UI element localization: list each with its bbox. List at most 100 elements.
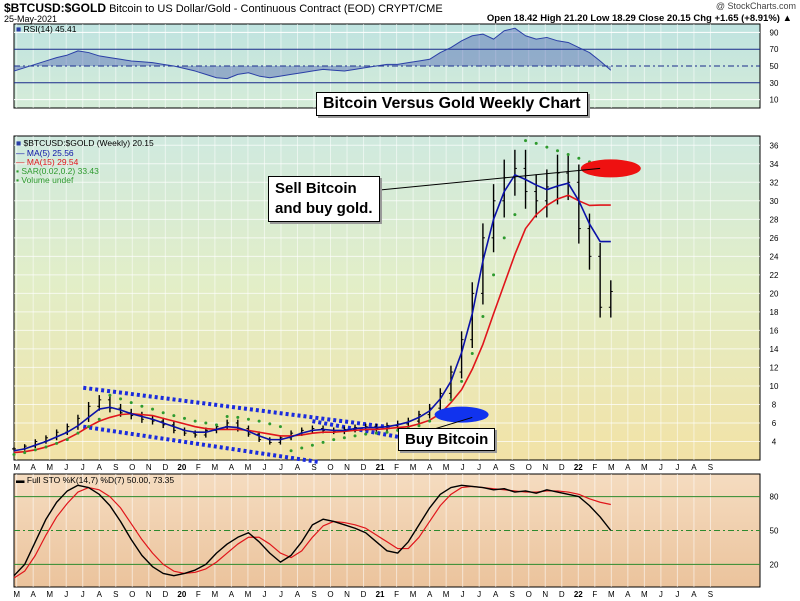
sto-x-tick-label: J [81, 590, 85, 599]
sto-x-tick-label: D [361, 590, 367, 599]
sell-marker [580, 159, 641, 178]
sar-point [214, 423, 218, 427]
annotation-sell: Sell Bitcoin and buy gold. [268, 176, 380, 222]
sar-point [470, 352, 474, 356]
price-x-tick-label: D [559, 463, 565, 472]
price-x-tick-label: N [146, 463, 152, 472]
volume-legend-text: Volume undef [21, 175, 74, 185]
price-y-tick-label: 24 [770, 252, 779, 261]
sto-x-tick-label: O [129, 590, 135, 599]
sto-x-tick-label: A [625, 590, 631, 599]
sto-x-tick-label: J [675, 590, 679, 599]
annotation-title: Bitcoin Versus Gold Weekly Chart [316, 92, 588, 116]
price-x-tick-label: N [542, 463, 548, 472]
sar-point [353, 434, 357, 438]
sar-point [76, 431, 80, 435]
rsi-y-tick-label: 50 [770, 62, 779, 71]
sar-point [97, 417, 101, 421]
rsi-y-tick-label: 10 [770, 96, 779, 105]
stockcharts-watermark: @ StockCharts.com [715, 1, 796, 11]
sar-point [428, 419, 432, 423]
price-x-tick-label: M [641, 463, 648, 472]
sar-point [246, 417, 250, 421]
sar-point [193, 419, 197, 423]
rsi-legend: ■ RSI(14) 45.41 [16, 24, 77, 34]
gridlines-layer [14, 24, 760, 587]
price-x-tick-label: J [659, 463, 663, 472]
price-x-tick-label: J [477, 463, 481, 472]
sar-legend: ▪ SAR(0.02,0.2) 33.43 [16, 166, 99, 176]
sar-point [492, 273, 496, 277]
price-x-tick-label: M [46, 463, 53, 472]
sar-point [342, 436, 346, 440]
price-y-tick-label: 34 [770, 160, 779, 169]
sto-x-tick-label: A [229, 590, 235, 599]
sto-x-tick-label: M [410, 590, 417, 599]
ma15-legend: — MA(15) 29.54 [16, 157, 79, 167]
price-x-tick-label: M [443, 463, 450, 472]
chart-date: 25-May-2021 [4, 14, 58, 24]
sto-y-tick-label: 20 [770, 560, 779, 569]
price-x-tick-label: A [493, 463, 499, 472]
sto-x-tick-label: F [196, 590, 201, 599]
ma15-line [13, 194, 611, 454]
sar-point [257, 419, 261, 423]
ma5-legend: — MA(5) 25.56 [16, 148, 74, 158]
price-x-tick-label: O [327, 463, 333, 472]
price-legend-title-text: $BTCUSD:$GOLD (Weekly) 20.15 [23, 138, 154, 148]
ma5-legend-text: MA(5) 25.56 [26, 148, 74, 158]
rsi-area [14, 28, 611, 79]
sar-point [119, 397, 123, 401]
sar-point [566, 153, 570, 157]
sto-x-tick-label: J [659, 590, 663, 599]
sto-x-tick-label: S [311, 590, 316, 599]
price-y-tick-label: 4 [772, 437, 777, 446]
sar-point [513, 213, 517, 217]
sar-point [310, 443, 314, 447]
sto-x-tick-label: A [295, 590, 301, 599]
volume-legend: ▪ Volume undef [16, 175, 74, 185]
sar-point [332, 438, 336, 442]
sto-x-tick-label: O [526, 590, 532, 599]
price-panel [13, 135, 761, 461]
sell-pointer [379, 167, 601, 191]
sto-x-tick-label: 22 [574, 590, 583, 599]
symbol-label: $BTCUSD:$GOLD [4, 1, 107, 15]
price-y-tick-label: 20 [770, 289, 779, 298]
sar-point [140, 404, 144, 408]
price-x-tick-label: S [510, 463, 515, 472]
sto-x-tick-label: A [493, 590, 499, 599]
sar-point [129, 401, 133, 405]
sar-point [12, 452, 16, 456]
sto-legend-text: Full STO %K(14,7) %D(7) 50.00, 73.35 [26, 475, 175, 485]
sar-point [225, 414, 229, 418]
sto-legend: ▬ Full STO %K(14,7) %D(7) 50.00, 73.35 [16, 475, 175, 485]
price-x-tick-label: 21 [376, 463, 385, 472]
sar-point [449, 398, 453, 402]
annotation-buy: Buy Bitcoin [398, 428, 496, 451]
price-x-tick-label: A [625, 463, 631, 472]
price-y-tick-label: 26 [770, 234, 779, 243]
price-x-tick-label: M [410, 463, 417, 472]
price-x-tick-label: 20 [177, 463, 186, 472]
channel-upper-line [83, 385, 393, 430]
sar-point [278, 425, 282, 429]
ma15-legend-text: MA(15) 29.54 [26, 157, 79, 167]
price-x-tick-label: J [81, 463, 85, 472]
price-x-tick-label: J [64, 463, 68, 472]
price-x-tick-label: J [675, 463, 679, 472]
sar-point [364, 432, 368, 436]
price-y-tick-label: 12 [770, 363, 779, 372]
sto-x-tick-label: S [708, 590, 713, 599]
sto-x-tick-label: M [443, 590, 450, 599]
price-x-tick-label: O [129, 463, 135, 472]
sto-x-tick-label: D [559, 590, 565, 599]
price-x-tick-label: J [279, 463, 283, 472]
price-x-tick-label: A [295, 463, 301, 472]
sto-x-tick-label: S [113, 590, 118, 599]
series-layer [12, 27, 641, 579]
price-x-tick-label: D [361, 463, 367, 472]
sar-point [289, 449, 293, 453]
sto-x-tick-label: J [461, 590, 465, 599]
